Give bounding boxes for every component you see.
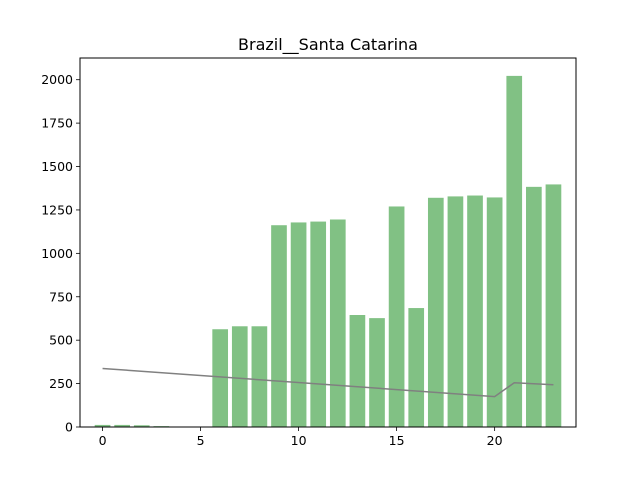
- bar: [114, 424, 130, 427]
- y-tick-label: 1750: [41, 116, 73, 131]
- bar: [349, 315, 366, 427]
- y-tick-label: 500: [49, 333, 73, 348]
- bar: [526, 186, 542, 427]
- bar: [94, 424, 111, 427]
- y-tick-label: 250: [49, 376, 73, 391]
- y-tick-label: 750: [49, 289, 73, 304]
- y-tick-label: 2000: [41, 72, 73, 87]
- bar: [310, 221, 327, 427]
- x-axis: 0 5 10 15 20: [99, 427, 503, 448]
- bar: [467, 195, 483, 427]
- x-tick-label: 5: [197, 433, 205, 448]
- bar: [388, 206, 405, 427]
- y-axis: 0 250 500 750 1000 1250 1500 1750 2000: [41, 72, 80, 435]
- chart-title: Brazil__Santa Catarina: [238, 35, 418, 55]
- line-series: [102, 367, 554, 398]
- bar: [329, 219, 346, 427]
- bar: [133, 425, 150, 427]
- trend-line: [102, 367, 554, 398]
- y-tick-label: 1000: [41, 246, 73, 261]
- bar: [408, 308, 425, 427]
- bar: [251, 326, 268, 427]
- bar: [447, 196, 464, 427]
- y-tick-label: 1250: [41, 202, 73, 217]
- x-tick-label: 10: [291, 433, 307, 448]
- bar: [369, 318, 385, 427]
- bar: [290, 222, 307, 427]
- x-tick-label: 15: [389, 433, 405, 448]
- bar: [427, 197, 444, 427]
- plot-frame: [79, 57, 577, 428]
- bar: [271, 225, 287, 427]
- x-tick-label: 0: [99, 433, 107, 448]
- bar: [506, 75, 523, 427]
- bar: [212, 329, 229, 427]
- bar: [486, 197, 503, 427]
- bar-series: [94, 75, 562, 427]
- bar: [545, 184, 562, 427]
- bar: [231, 326, 248, 427]
- y-tick-label: 1500: [41, 159, 73, 174]
- x-tick-label: 20: [487, 433, 503, 448]
- y-tick-label: 0: [65, 420, 73, 435]
